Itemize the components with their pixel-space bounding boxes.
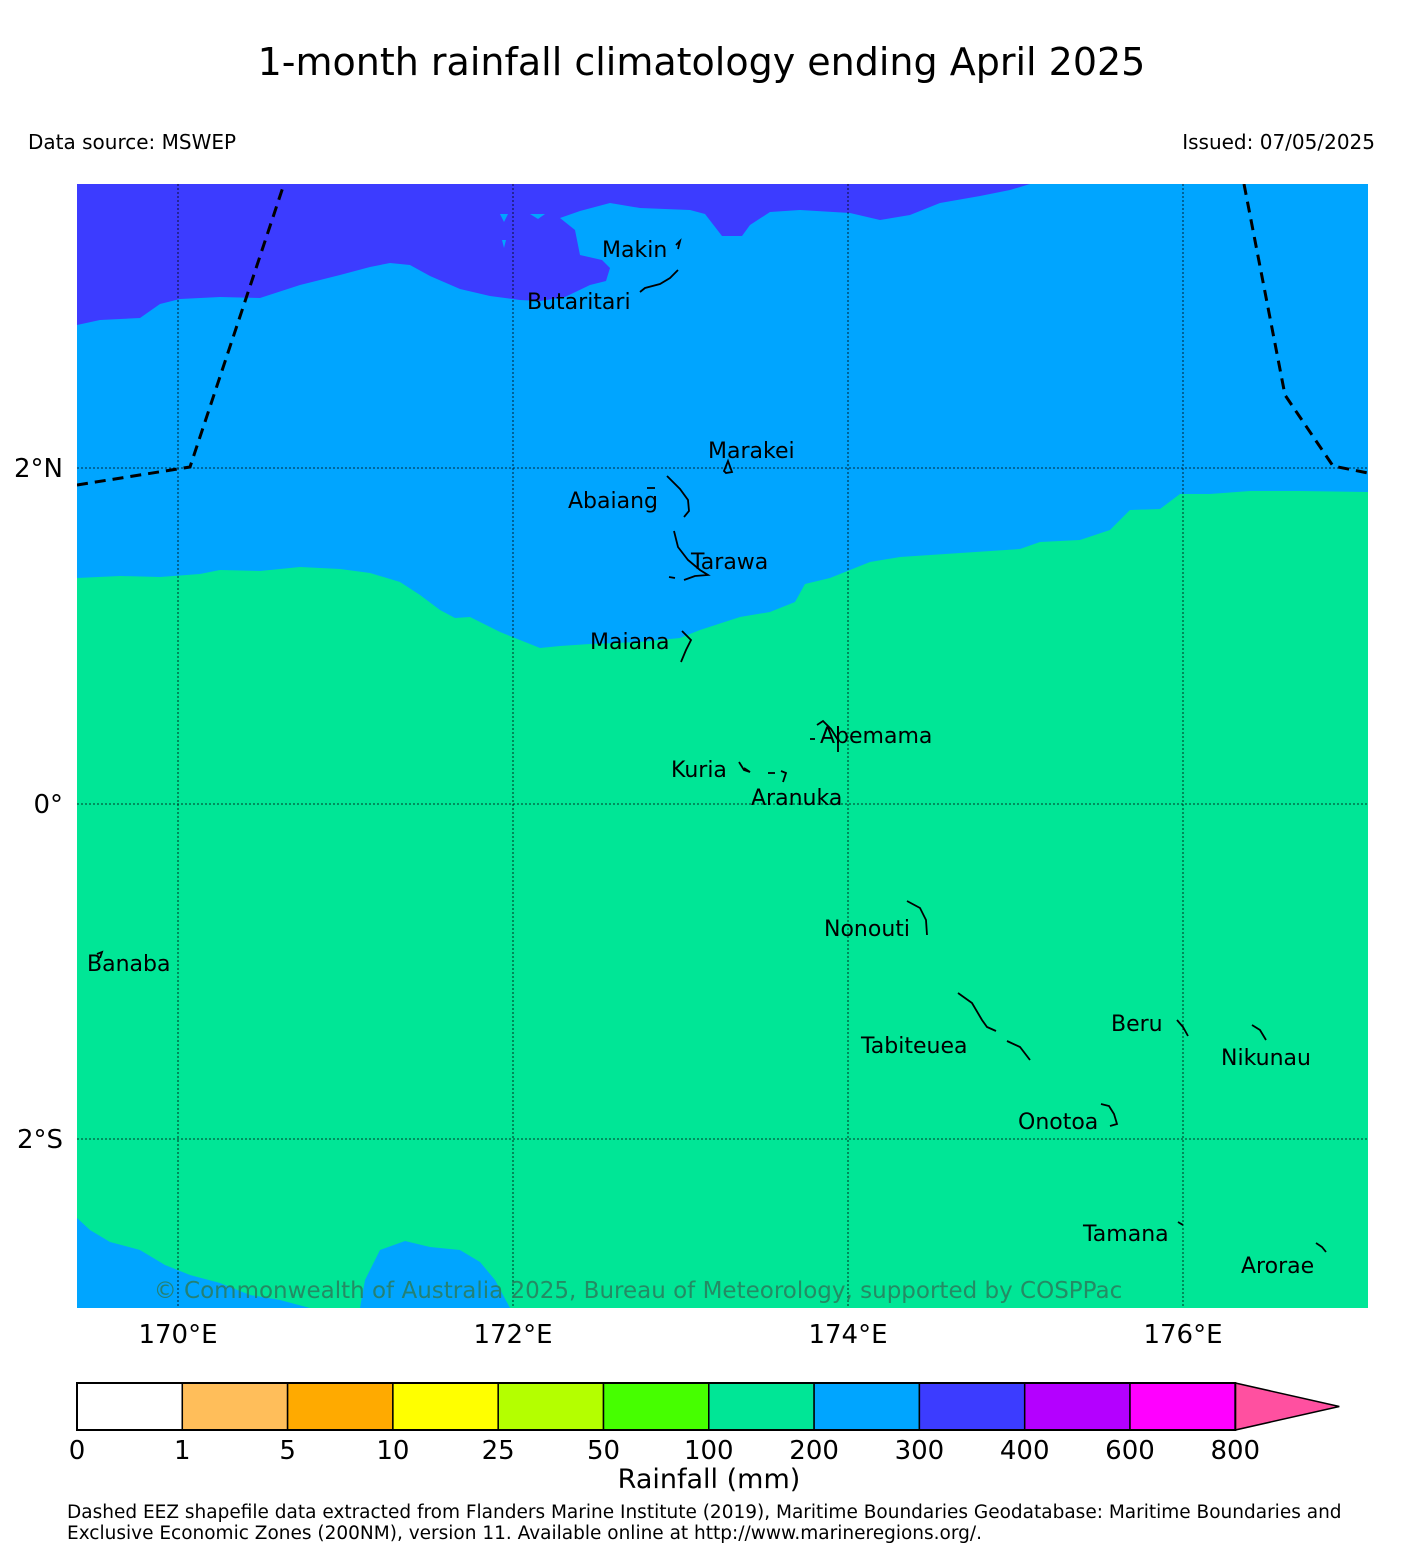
- island-label: Makin: [602, 238, 667, 263]
- nonouti-outline: [906, 900, 928, 936]
- colorbar-tick-label: 10: [376, 1436, 410, 1466]
- colorbar-swatch: [76, 1382, 184, 1431]
- island-label: Abemama: [820, 724, 932, 749]
- island-label: Kuria: [671, 758, 727, 783]
- colorbar-swatch: [1129, 1382, 1237, 1431]
- island-label: Nikunau: [1221, 1046, 1311, 1071]
- nikunau-outline: [1251, 1024, 1267, 1041]
- colorbar-tick-label: 300: [894, 1436, 945, 1466]
- maiana-outline: [680, 630, 693, 663]
- island-label: Tamana: [1082, 1222, 1169, 1247]
- island-label: Beru: [1111, 1012, 1163, 1037]
- colorbar-label: Rainfall (mm): [617, 1464, 801, 1495]
- colorbar-tick-label: 5: [279, 1436, 296, 1466]
- lon-label-176e: 176°E: [1143, 1320, 1222, 1350]
- aranuka-outline: [768, 770, 788, 783]
- colorbar-swatch: [181, 1382, 289, 1431]
- footnote-line-2: Exclusive Economic Zones (200NM), versio…: [67, 1523, 982, 1544]
- copyright-notice: © Commonwealth of Australia 2025, Bureau…: [154, 1278, 1123, 1304]
- colorbar-extend-arrow: [1234, 1382, 1340, 1431]
- graticule: [77, 184, 1368, 1308]
- colorbar-swatch: [286, 1382, 394, 1431]
- rainfall-zone-300-400: [77, 184, 1030, 325]
- colorbar-tick-label: 0: [68, 1436, 86, 1466]
- tarawa-outline: [668, 530, 711, 581]
- lon-label-170e: 170°E: [138, 1320, 217, 1350]
- beru-outline: [1176, 1019, 1189, 1037]
- island-label: Butaritari: [527, 290, 631, 315]
- island-label: Banaba: [87, 952, 170, 977]
- data-source-label: Data source: MSWEP: [28, 130, 237, 154]
- marakei-outline: [722, 458, 734, 474]
- island-label: Aranuka: [751, 786, 842, 811]
- makin-outline: [675, 238, 682, 250]
- butaritari-outline: [639, 269, 679, 293]
- colorbar-tick-label: 50: [586, 1436, 621, 1466]
- abaiang-outline: [647, 475, 690, 518]
- kuria-outline: [738, 761, 751, 773]
- colorbar-frame: [76, 1382, 1237, 1431]
- rainfall-zone-200-300-speck: [502, 240, 506, 248]
- footnote: Dashed EEZ shapefile data extracted from…: [67, 1502, 1397, 1544]
- island-label: Nonouti: [824, 917, 910, 942]
- colorbar-tick-label: 400: [999, 1436, 1050, 1466]
- island-label: Tarawa: [690, 550, 768, 575]
- issued-date-label: Issued: 07/05/2025: [1182, 130, 1375, 154]
- island-label: Maiana: [590, 630, 669, 655]
- island-label: Marakei: [708, 439, 795, 464]
- banaba-outline: [96, 950, 104, 959]
- rainfall-zone-200-300-speck: [500, 214, 508, 222]
- colorbar-tick-label: 200: [789, 1436, 839, 1466]
- lat-label-2n: 2°N: [14, 454, 63, 484]
- eez-boundaries: [77, 184, 1368, 487]
- lat-label-2s: 2°S: [17, 1125, 63, 1155]
- lon-label-172e: 172°E: [473, 1320, 552, 1350]
- map-title: 1-month rainfall climatology ending Apri…: [257, 40, 1146, 84]
- rainfall-zone-200-300: [77, 184, 1368, 648]
- rainfall-zone-200-300-speck: [530, 214, 545, 219]
- lat-label-0: 0°: [33, 790, 63, 820]
- island-outlines: [96, 238, 1327, 1253]
- tamana-outline: [1177, 1221, 1184, 1226]
- rainfall-zone-200-300-south: [77, 1218, 310, 1308]
- island-label: Onotoa: [1018, 1110, 1098, 1135]
- island-label: Abaiang: [568, 489, 658, 514]
- footnote-line-1: Dashed EEZ shapefile data extracted from…: [67, 1502, 1342, 1523]
- colorbar-swatch: [497, 1382, 605, 1431]
- colorbar-tick-label: 100: [683, 1436, 734, 1466]
- island-label: Arorae: [1241, 1254, 1314, 1279]
- colorbar-tick-label: 600: [1105, 1436, 1155, 1466]
- rainfall-zone-200-300-south-2: [360, 1241, 510, 1308]
- colorbar-tick-label: 800: [1210, 1436, 1261, 1466]
- colorbar: [76, 1382, 1340, 1431]
- colorbar-swatch: [918, 1382, 1026, 1431]
- colorbar-tick-label: 25: [481, 1436, 515, 1466]
- colorbar-swatch: [813, 1382, 921, 1431]
- colorbar-swatch: [1023, 1382, 1131, 1431]
- abemama-outline: [810, 719, 839, 752]
- colorbar-swatch: [392, 1382, 499, 1431]
- arorae-outline: [1315, 1242, 1327, 1253]
- island-label: Tabiteuea: [860, 1034, 967, 1059]
- colorbar-swatch: [602, 1382, 710, 1431]
- onotoa-outline: [1100, 1103, 1119, 1127]
- colorbar-tick-label: 1: [174, 1436, 191, 1466]
- colorbar-swatch: [708, 1382, 815, 1431]
- tabiteuea-outline: [957, 992, 1031, 1061]
- lon-label-174e: 174°E: [808, 1320, 887, 1350]
